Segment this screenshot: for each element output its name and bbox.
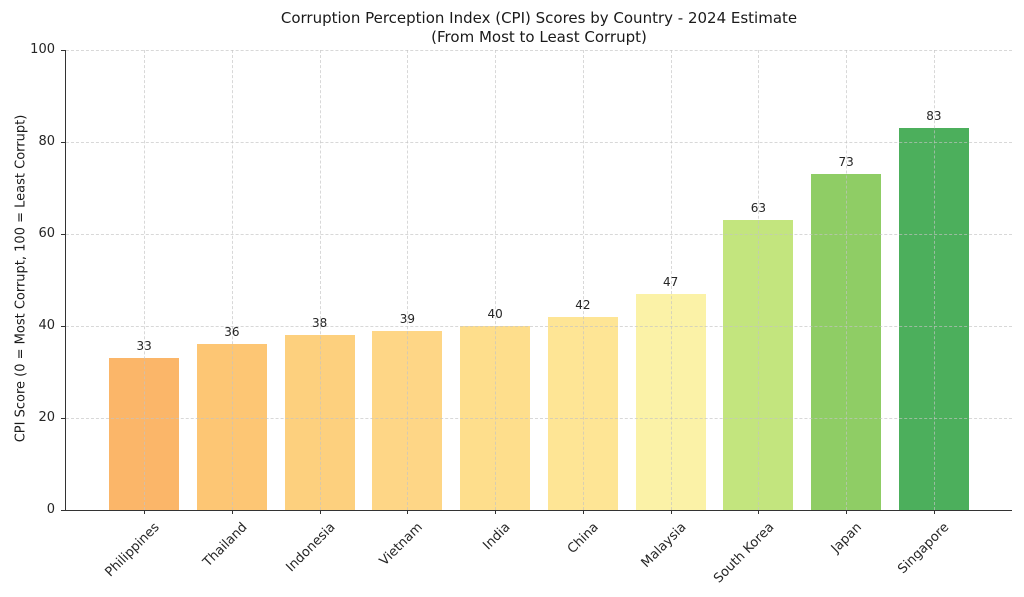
x-tick-label-indonesia: Indonesia <box>283 520 339 576</box>
bar-value-label-singapore: 83 <box>926 109 942 124</box>
annotation-layer: 0 20 40 60 80 100 33 Philippines 36 Thailand 38 Ind… <box>30 42 1012 586</box>
y-tick-20 <box>61 417 66 419</box>
y-tick-label-80: 80 <box>38 134 55 149</box>
bar-malaysia <box>635 293 706 510</box>
bar-value-label-japan: 73 <box>838 155 854 170</box>
x-tick-india <box>495 510 497 514</box>
x-tick-label-malaysia: Malaysia <box>638 520 690 571</box>
bar-value-label-vietnam: 39 <box>399 311 415 326</box>
bar-vietnam <box>372 330 443 510</box>
bar-value-label-india: 40 <box>487 307 503 321</box>
x-tick-indonesia <box>319 510 321 514</box>
x-tick-label-thailand: Thailand <box>200 520 251 571</box>
bar-value-label-indonesia: 38 <box>311 316 328 331</box>
bar-japan <box>811 174 882 510</box>
bar-value-label-philippines: 33 <box>136 339 152 354</box>
x-tick-japan <box>846 510 848 514</box>
plot-area: 0 20 40 60 80 100 33 Philippines 36 Thailand 38 Ind… <box>30 42 1012 586</box>
bar-value-label-malaysia: 47 <box>662 274 679 289</box>
chart-title: Corruption Perception Index (CPI) Scores… <box>280 9 798 27</box>
chart-title-block: Corruption Perception Index (CPI) Scores… <box>66 9 1012 47</box>
y-tick-60 <box>61 233 66 235</box>
x-tick-philippines <box>144 510 146 514</box>
bar-value-label-thailand: 36 <box>224 325 240 340</box>
y-axis-spine <box>65 50 66 511</box>
x-tick-china <box>582 510 584 514</box>
x-tick-label-south-korea: South Korea <box>710 520 777 587</box>
y-tick-100 <box>61 49 66 51</box>
x-tick-vietnam <box>407 510 409 514</box>
x-tick-label-singapore: Singapore <box>895 520 953 577</box>
y-tick-label-100: 100 <box>30 42 55 57</box>
bar-indonesia <box>284 335 355 510</box>
y-tick-label-60: 60 <box>38 226 55 241</box>
y-tick-label-20: 20 <box>38 410 55 425</box>
bar-singapore <box>898 128 969 510</box>
y-tick-label-0: 0 <box>46 502 55 517</box>
x-tick-malaysia <box>670 510 672 514</box>
x-tick-south-korea <box>758 510 760 514</box>
chart-subtitle: (From Most to Least Corrupt) <box>431 28 647 46</box>
x-tick-label-philippines: Philippines <box>102 520 163 581</box>
x-tick-singapore <box>933 510 935 514</box>
bar-china <box>547 316 618 510</box>
y-tick-40 <box>61 325 66 327</box>
y-tick-0 <box>61 509 66 511</box>
y-tick-80 <box>61 141 66 143</box>
x-axis-spine <box>65 510 1012 511</box>
y-tick-label-40: 40 <box>38 318 55 333</box>
x-tick-label-china: China <box>564 520 602 557</box>
x-tick-label-japan: Japan <box>828 520 865 557</box>
bar-value-label-china: 42 <box>575 297 591 312</box>
bar-value-label-south-korea: 63 <box>750 201 767 216</box>
x-tick-label-vietnam: Vietnam <box>377 520 426 569</box>
x-tick-label-india: India <box>480 520 514 554</box>
y-axis-label: CPI Score (0 = Most Corrupt, 100 = Least… <box>13 114 29 443</box>
x-tick-thailand <box>231 510 233 514</box>
